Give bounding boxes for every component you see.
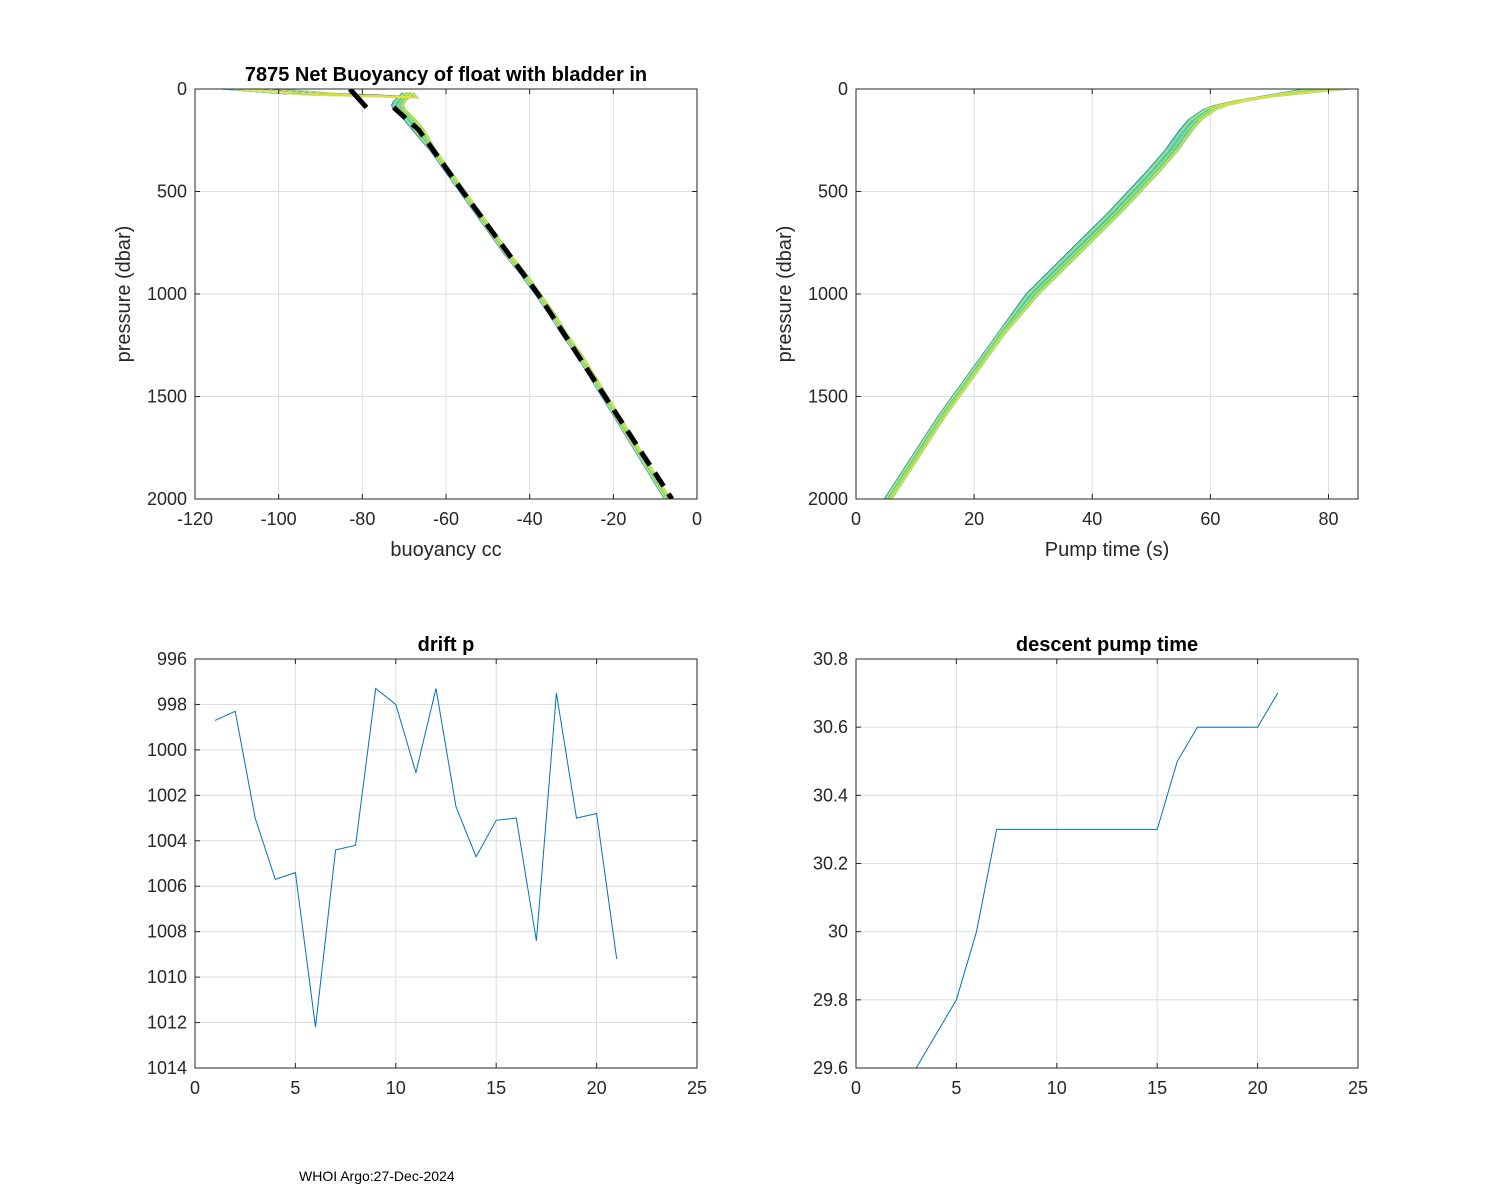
y-tick-label: 1000 [147,284,187,304]
y-tick-label: 30 [828,922,848,942]
y-tick-label: 2000 [808,489,848,509]
y-tick-label: 1000 [808,284,848,304]
y-tick-label: 998 [157,694,187,714]
x-tick-label: 25 [687,1078,707,1098]
y-tick-label: 1008 [147,922,187,942]
data-layer [215,89,674,499]
fit-line-surface [347,89,369,110]
series-line [214,687,618,1028]
fit-line-dashed [392,105,674,499]
plot-area [195,659,697,1068]
y-tick-label: 0 [838,79,848,99]
y-tick-label: 30.8 [813,649,848,669]
x-tick-label: 20 [1248,1078,1268,1098]
x-tick-label: 10 [386,1078,406,1098]
x-tick-label: 40 [1082,509,1102,529]
x-tick-label: -120 [177,509,213,529]
y-tick-label: 29.8 [813,990,848,1010]
y-axis-label: pressure (dbar) [113,226,135,363]
y-tick-label: 500 [818,182,848,202]
y-tick-label: 1010 [147,967,187,987]
chart-title: drift p [418,634,475,656]
x-tick-label: 5 [951,1078,961,1098]
chart-title: 7875 Net Buoyancy of float with bladder … [245,64,647,86]
y-tick-label: 996 [157,649,187,669]
x-tick-label: 20 [964,509,984,529]
profile-line [888,89,1329,499]
x-axis-label: buoyancy cc [390,539,501,561]
x-tick-label: -20 [600,509,626,529]
chart-pumptime: 0 20 40 60 80 0 500 1000 1500 2000 Pump time (s) pr… [774,79,1359,561]
x-tick-label: 60 [1200,509,1220,529]
x-tick-label: -100 [261,509,297,529]
profile-line [215,89,666,499]
y-tick-label: 2000 [147,489,187,509]
data-layer [883,89,1350,499]
profile-line [233,89,671,499]
y-tick-label: 1002 [147,785,187,805]
x-tick-label: 0 [692,509,702,529]
x-tick-label: 10 [1047,1078,1067,1098]
y-tick-label: 30.4 [813,785,848,805]
data-layer [876,692,1279,1068]
y-tick-label: 1004 [147,831,187,851]
chart-buoyancy: -120 -100 -80 -60 -40 -20 0 0 500 1000 1500 2000 787… [113,64,702,561]
x-tick-label: 0 [851,509,861,529]
profile-line [274,89,669,499]
x-axis-label: Pump time (s) [1045,539,1169,561]
x-tick-label: 20 [587,1078,607,1098]
footer-label: WHOI Argo:27-Dec-2024 [299,1168,455,1184]
chart-drift: 0 5 10 15 20 25 996 998 1000 1002 1004 1006 1008 1010… [147,634,707,1098]
profile-line [240,89,666,499]
y-tick-label: 0 [177,79,187,99]
x-tick-label: 25 [1348,1078,1368,1098]
y-axis-label: pressure (dbar) [774,226,796,363]
x-tick-label: 0 [190,1078,200,1098]
profile-line [890,89,1342,499]
x-tick-label: -80 [349,509,375,529]
x-tick-label: 5 [290,1078,300,1098]
x-tick-label: -40 [517,509,543,529]
y-tick-label: 1006 [147,876,187,896]
x-tick-label: 15 [486,1078,506,1098]
profile-line [885,89,1312,499]
chart-descent: 0 5 10 15 20 25 29.6 29.8 30 30.2 30.4 30.6 30.8 desc… [813,634,1368,1098]
y-tick-label: 1012 [147,1013,187,1033]
axes-frame [194,658,698,1069]
y-tick-label: 500 [157,182,187,202]
y-tick-label: 1500 [808,387,848,407]
x-tick-label: 80 [1318,509,1338,529]
y-tick-label: 30.6 [813,717,848,737]
series-line [876,692,1279,1068]
y-tick-label: 1014 [147,1058,187,1078]
y-tick-label: 30.2 [813,854,848,874]
data-layer [214,687,618,1028]
y-tick-label: 1000 [147,740,187,760]
chart-title: descent pump time [1016,634,1198,656]
y-tick-label: 29.6 [813,1058,848,1078]
y-tick-label: 1500 [147,387,187,407]
x-tick-label: -60 [433,509,459,529]
x-tick-label: 15 [1147,1078,1167,1098]
x-tick-label: 0 [851,1078,861,1098]
